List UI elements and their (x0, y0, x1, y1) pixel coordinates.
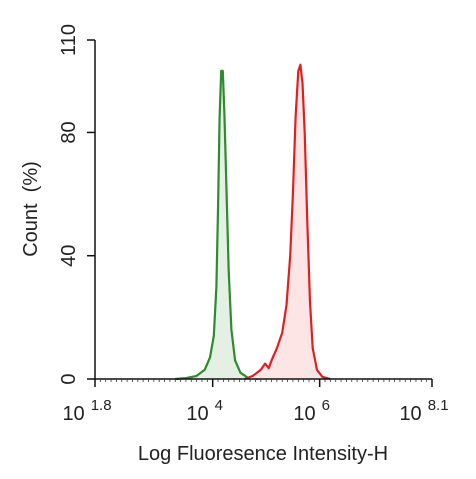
series-2-line (244, 63, 331, 381)
x-tick-label: 10 6 (293, 397, 330, 425)
x-axis-label: Log Fluoresence Intensity-H (138, 443, 388, 465)
y-tick-label: 80 (58, 121, 80, 143)
y-tick-label: 40 (58, 245, 80, 267)
x-tick-label: 10 1.8 (62, 397, 111, 425)
series-1-area (175, 70, 259, 380)
x-tick-label: 10 4 (186, 397, 223, 425)
y-tick-label: 0 (58, 373, 80, 384)
x-tick-label: 10 8.1 (399, 397, 448, 425)
y-tick-label: 110 (58, 24, 80, 56)
y-tick-layer: 0 40 80 110 (58, 24, 95, 385)
x-tick-layer: 10 1.8 10 4 10 6 10 8.1 (62, 379, 449, 425)
series-1-line (175, 69, 259, 381)
series-layer (175, 63, 331, 381)
series-2-area (244, 64, 331, 379)
y-axis-label: Count (%) (20, 161, 42, 257)
